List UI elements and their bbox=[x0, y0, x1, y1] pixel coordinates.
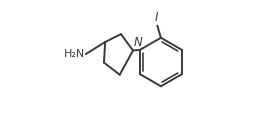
Text: I: I bbox=[155, 11, 158, 24]
Text: N: N bbox=[134, 36, 142, 49]
Text: H₂N: H₂N bbox=[63, 48, 85, 59]
